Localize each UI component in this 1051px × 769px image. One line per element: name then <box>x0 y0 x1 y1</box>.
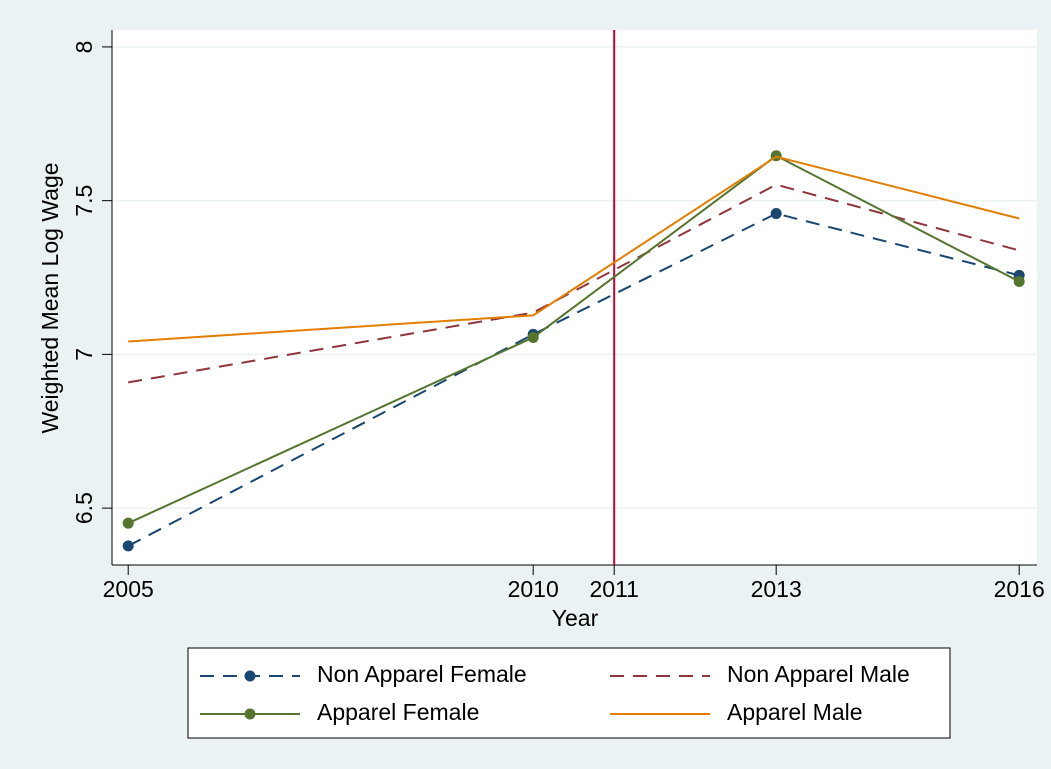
legend-label: Apparel Female <box>317 699 479 725</box>
y-axis-label: Weighted Mean Log Wage <box>37 162 63 433</box>
plot-area <box>112 30 1037 565</box>
series-line <box>127 154 1020 525</box>
y-tick-label: 7 <box>71 348 97 361</box>
x-tick-label: 2016 <box>994 576 1045 602</box>
series-line <box>127 212 1020 547</box>
x-axis-label: Year <box>552 605 599 631</box>
legend-label: Non Apparel Female <box>317 661 527 687</box>
point <box>122 540 134 552</box>
legend-label: Apparel Male <box>727 699 863 725</box>
legend-label: Non Apparel Male <box>727 661 910 687</box>
legend <box>187 647 951 739</box>
x-tick-label: 2005 <box>103 576 154 602</box>
x-tick-label: 2010 <box>508 576 559 602</box>
y-tick-label: 8 <box>71 41 97 54</box>
series-line <box>128 155 1020 343</box>
legend-marker <box>244 670 256 682</box>
legend-marker <box>244 708 256 720</box>
point <box>122 517 134 529</box>
point <box>527 331 539 343</box>
y-tick-label: 6.5 <box>71 492 97 524</box>
x-tick-label: 2013 <box>751 576 802 602</box>
y-tick-label: 7.5 <box>71 185 97 217</box>
point <box>770 208 782 220</box>
x-tick-label: 2011 <box>589 576 638 602</box>
point <box>1013 276 1025 288</box>
